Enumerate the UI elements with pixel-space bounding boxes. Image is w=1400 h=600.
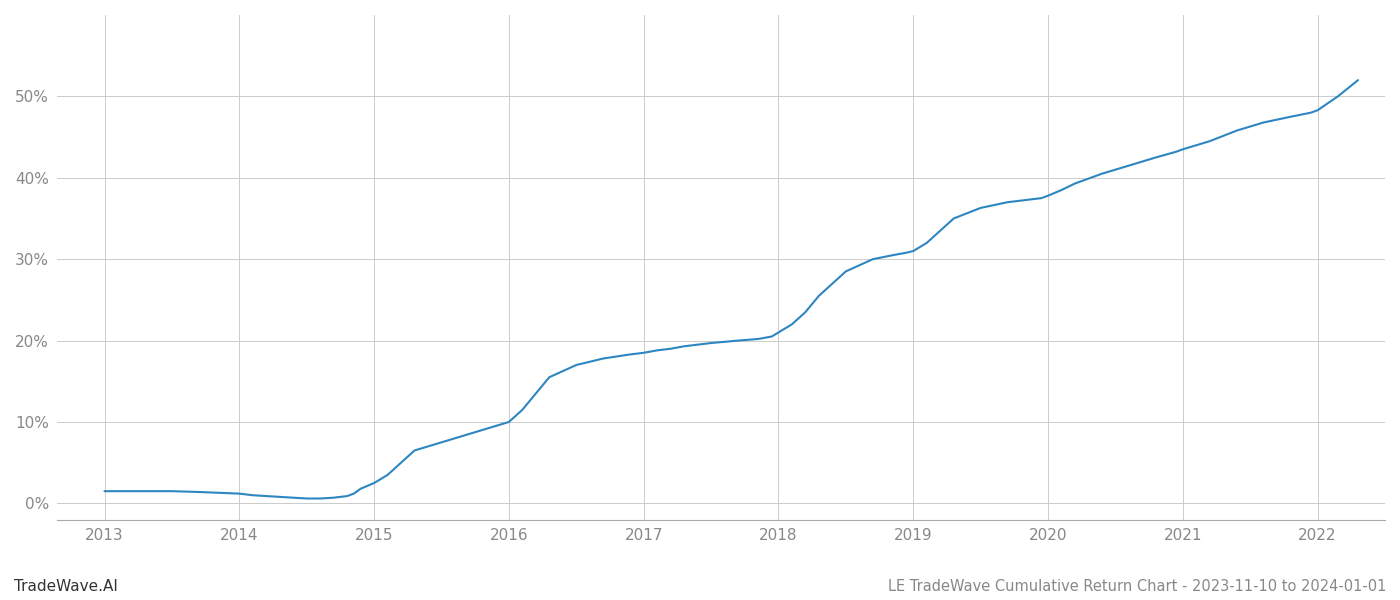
Text: LE TradeWave Cumulative Return Chart - 2023-11-10 to 2024-01-01: LE TradeWave Cumulative Return Chart - 2… [888,579,1386,594]
Text: TradeWave.AI: TradeWave.AI [14,579,118,594]
